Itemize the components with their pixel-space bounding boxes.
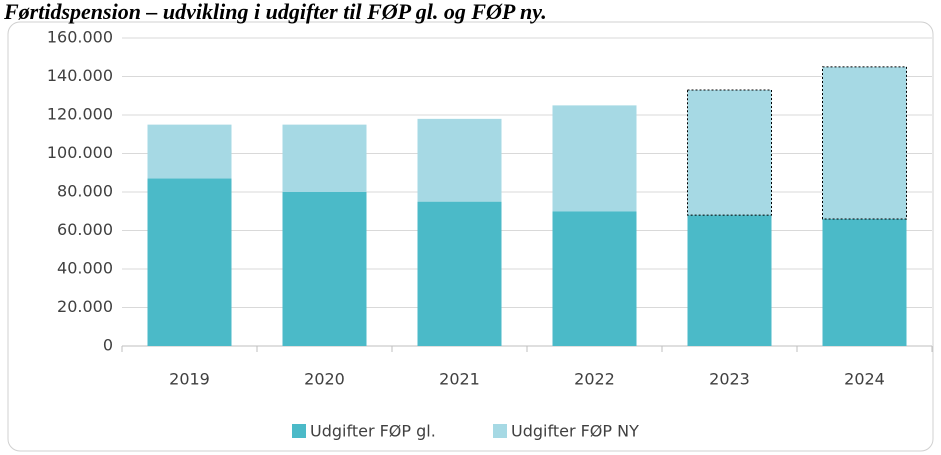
bar-segment (822, 66, 907, 220)
y-tick-label: 160.000 (47, 28, 113, 47)
y-tick-label: 80.000 (57, 182, 113, 201)
legend-label: Udgifter FØP NY (511, 422, 639, 441)
y-tick-label: 60.000 (57, 220, 113, 239)
bar-segment (552, 211, 637, 346)
y-tick-label: 20.000 (57, 297, 113, 316)
bar-segment (147, 178, 232, 346)
bar-segment (282, 124, 367, 192)
bar-segment (282, 192, 367, 346)
legend-swatch (493, 424, 507, 438)
y-tick-label: 40.000 (57, 259, 113, 278)
x-tick-label: 2021 (439, 370, 480, 389)
y-tick-label: 120.000 (47, 105, 113, 124)
bar-segment (687, 215, 772, 346)
x-tick-label: 2022 (574, 370, 615, 389)
legend-swatch (292, 424, 306, 438)
legend-label: Udgifter FØP gl. (310, 422, 436, 441)
chart-title: Førtidspension – udvikling i udgifter ti… (3, 0, 547, 24)
y-tick-label: 0 (103, 336, 113, 355)
x-tick-label: 2020 (304, 370, 345, 389)
x-tick-label: 2024 (844, 370, 885, 389)
bar-segment (147, 124, 232, 179)
bar-segment (417, 201, 502, 346)
x-tick-label: 2023 (709, 370, 750, 389)
bar-segment (822, 218, 907, 346)
bar-segment (417, 118, 502, 202)
bar-segment (552, 105, 637, 212)
bar-segment (687, 89, 772, 216)
y-tick-label: 140.000 (47, 66, 113, 85)
y-tick-label: 100.000 (47, 143, 113, 162)
x-tick-label: 2019 (169, 370, 210, 389)
